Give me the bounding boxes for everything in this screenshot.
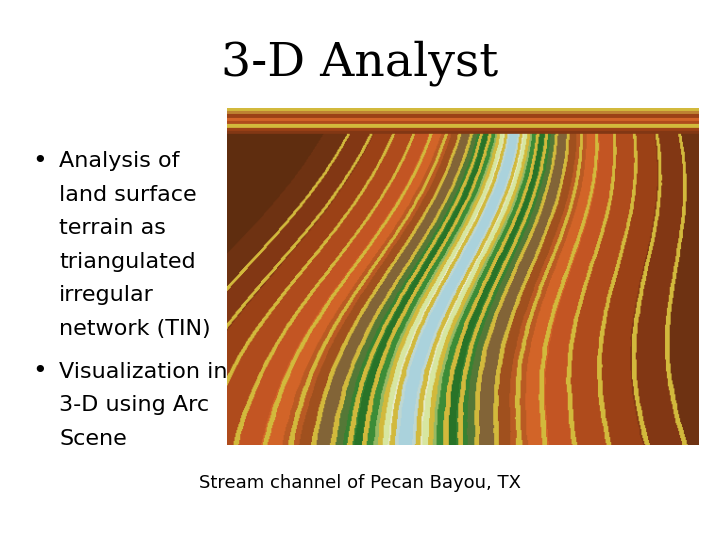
- Text: Scene: Scene: [59, 429, 127, 449]
- Text: network (TIN): network (TIN): [59, 319, 211, 339]
- Text: Visualization in: Visualization in: [59, 362, 228, 382]
- Text: land surface: land surface: [59, 185, 197, 205]
- Text: Stream channel of Pecan Bayou, TX: Stream channel of Pecan Bayou, TX: [199, 474, 521, 492]
- Text: 3-D Analyst: 3-D Analyst: [221, 40, 499, 86]
- Text: •: •: [32, 148, 47, 172]
- Text: irregular: irregular: [59, 285, 154, 305]
- Text: triangulated: triangulated: [59, 252, 196, 272]
- Text: •: •: [32, 359, 47, 383]
- Text: 3-D using Arc: 3-D using Arc: [59, 395, 210, 415]
- Text: Analysis of: Analysis of: [59, 151, 179, 171]
- Text: terrain as: terrain as: [59, 218, 166, 238]
